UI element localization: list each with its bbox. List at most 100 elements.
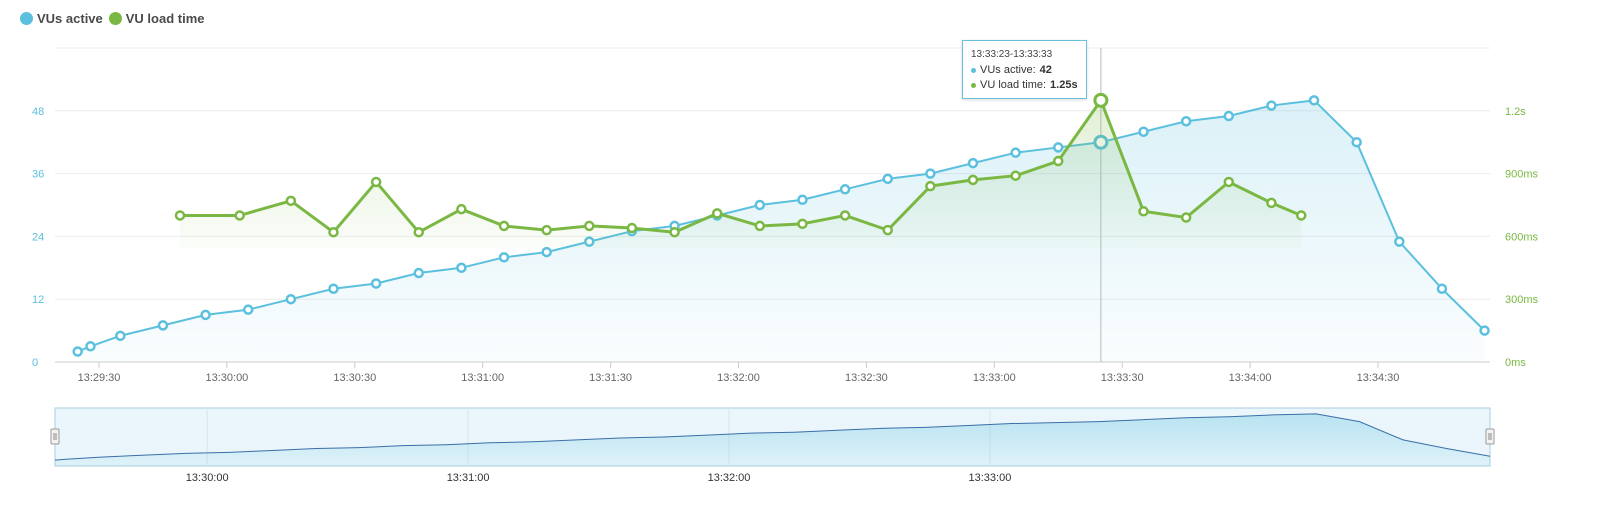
point-vu-load-time[interactable] — [1296, 210, 1307, 221]
y-left-tick-label: 12 — [32, 294, 44, 306]
x-tick-label: 13:33:30 — [1101, 372, 1144, 384]
x-tick-label: 13:30:00 — [205, 372, 248, 384]
series-layer[interactable] — [72, 48, 1490, 362]
navigator-handle-right[interactable] — [1485, 428, 1495, 445]
point-vus-active[interactable] — [967, 157, 979, 169]
point-vus-active[interactable] — [1308, 95, 1320, 106]
point-vu-load-time[interactable] — [967, 174, 979, 186]
point-vus-active[interactable] — [85, 341, 96, 352]
navigator-x-tick-label: 13:30:00 — [186, 472, 229, 484]
x-tick-label: 13:30:30 — [333, 372, 376, 384]
point-vus-active[interactable] — [157, 320, 169, 331]
tooltip-row-vus-active: VUs active: 42 — [971, 63, 1078, 78]
x-tick-label: 13:33:00 — [973, 372, 1016, 384]
point-vus-active[interactable] — [1180, 116, 1192, 127]
point-vu-load-time[interactable] — [1093, 92, 1109, 108]
legend-dot-vu-load-time — [108, 12, 122, 25]
legend-dot-vus-active — [20, 12, 33, 25]
point-vus-active[interactable] — [413, 267, 424, 279]
tooltip-title: 13:33:23-13:33:33 — [971, 49, 1053, 60]
point-vus-active[interactable] — [1394, 236, 1405, 247]
x-tick-label: 13:32:30 — [845, 372, 888, 384]
tooltip: 13:33:23-13:33:33 VUs active: 42 VU load… — [962, 40, 1087, 99]
point-vu-load-time[interactable] — [1266, 197, 1277, 209]
y-right-tick-label: 300ms — [1505, 294, 1539, 306]
point-vu-load-time[interactable] — [1223, 176, 1235, 188]
tooltip-value-vus-active: 42 — [1039, 64, 1052, 76]
point-vu-load-time[interactable] — [1010, 170, 1021, 181]
point-vus-active[interactable] — [115, 330, 126, 342]
y-right-tick-label: 1.2s — [1505, 106, 1526, 118]
point-vu-load-time[interactable] — [413, 226, 424, 238]
point-vu-load-time[interactable] — [370, 176, 382, 188]
y-right-tick-label: 900ms — [1505, 169, 1539, 181]
x-tick-label: 13:31:30 — [589, 372, 632, 384]
tooltip-row-vu-load-time: VU load time: 1.25s — [971, 78, 1078, 93]
legend-label-vu-load-time: VU load time — [125, 11, 205, 26]
navigator[interactable]: 13:30:00 13:31:00 13:32:00 13:33:00 — [50, 407, 1495, 484]
point-vus-active[interactable] — [200, 309, 211, 321]
point-vus-active[interactable] — [882, 173, 893, 185]
point-vu-load-time[interactable] — [882, 224, 893, 236]
navigator-line — [54, 413, 1491, 461]
y-left-tick-label: 48 — [32, 106, 44, 118]
point-vu-load-time[interactable] — [626, 222, 638, 234]
point-vu-load-time[interactable] — [174, 210, 186, 221]
navigator-x-tick-label: 13:32:00 — [708, 472, 751, 484]
point-vu-load-time[interactable] — [541, 224, 552, 236]
navigator-x-tick-label: 13:31:00 — [447, 472, 490, 484]
y-right-tick-label: 600ms — [1505, 231, 1539, 243]
point-vus-active[interactable] — [242, 304, 254, 315]
tooltip-value-vu-load-time: 1.25s — [1050, 79, 1078, 91]
point-vu-load-time[interactable] — [1180, 212, 1192, 223]
point-vus-active[interactable] — [285, 293, 297, 305]
point-vu-load-time[interactable] — [925, 180, 936, 192]
point-vus-active[interactable] — [754, 199, 766, 211]
point-vus-active[interactable] — [1479, 325, 1490, 336]
point-vu-load-time[interactable] — [711, 208, 723, 219]
point-vu-load-time[interactable] — [456, 203, 467, 215]
legend: VUs active VU load time — [20, 11, 207, 26]
point-vu-load-time[interactable] — [669, 226, 680, 238]
y-axis-left: 0 12 24 36 48 — [32, 106, 44, 369]
point-vus-active[interactable] — [328, 283, 339, 294]
point-vu-load-time[interactable] — [1138, 206, 1149, 217]
point-vus-active[interactable] — [1351, 136, 1362, 148]
tooltip-label-vus-active: VUs active: — [980, 64, 1036, 76]
point-vus-active[interactable] — [1266, 100, 1277, 111]
point-vus-active[interactable] — [797, 194, 808, 206]
point-vus-active[interactable] — [1053, 142, 1064, 153]
point-vu-load-time[interactable] — [328, 226, 339, 238]
point-vu-load-time[interactable] — [285, 195, 297, 207]
point-vu-load-time[interactable] — [754, 220, 766, 232]
point-vus-active[interactable] — [72, 346, 83, 357]
point-vus-active[interactable] — [1010, 147, 1021, 158]
point-vu-load-time[interactable] — [498, 220, 510, 232]
point-vus-active[interactable] — [1138, 126, 1149, 137]
navigator-x-tick-label: 13:33:00 — [969, 472, 1012, 484]
x-axis: 13:29:30 13:30:00 13:30:30 13:31:00 13:31:30… — [78, 362, 1400, 384]
legend-item-vu-load-time[interactable]: VU load time — [108, 11, 205, 26]
y-left-tick-label: 0 — [32, 357, 38, 369]
legend-item-vus-active[interactable]: VUs active — [20, 11, 103, 26]
point-vus-active[interactable] — [541, 246, 552, 258]
point-vu-load-time[interactable] — [584, 220, 595, 232]
navigator-area — [55, 413, 1490, 466]
point-vu-load-time[interactable] — [839, 210, 851, 221]
point-vu-load-time[interactable] — [234, 210, 245, 221]
point-vus-active[interactable] — [1223, 110, 1235, 122]
x-tick-label: 13:34:30 — [1357, 372, 1400, 384]
point-vus-active[interactable] — [370, 278, 382, 289]
y-left-tick-label: 24 — [32, 231, 44, 243]
navigator-handle-left[interactable] — [50, 428, 60, 445]
point-vus-active[interactable] — [1436, 283, 1448, 294]
y-left-tick-label: 36 — [32, 169, 44, 181]
point-vu-load-time[interactable] — [1053, 155, 1064, 167]
point-vus-active[interactable] — [925, 168, 936, 179]
point-vus-active[interactable] — [498, 252, 510, 263]
point-vus-active[interactable] — [839, 184, 851, 195]
point-vus-active[interactable] — [456, 262, 467, 274]
point-vu-load-time[interactable] — [797, 218, 808, 230]
x-tick-label: 13:29:30 — [78, 372, 121, 384]
